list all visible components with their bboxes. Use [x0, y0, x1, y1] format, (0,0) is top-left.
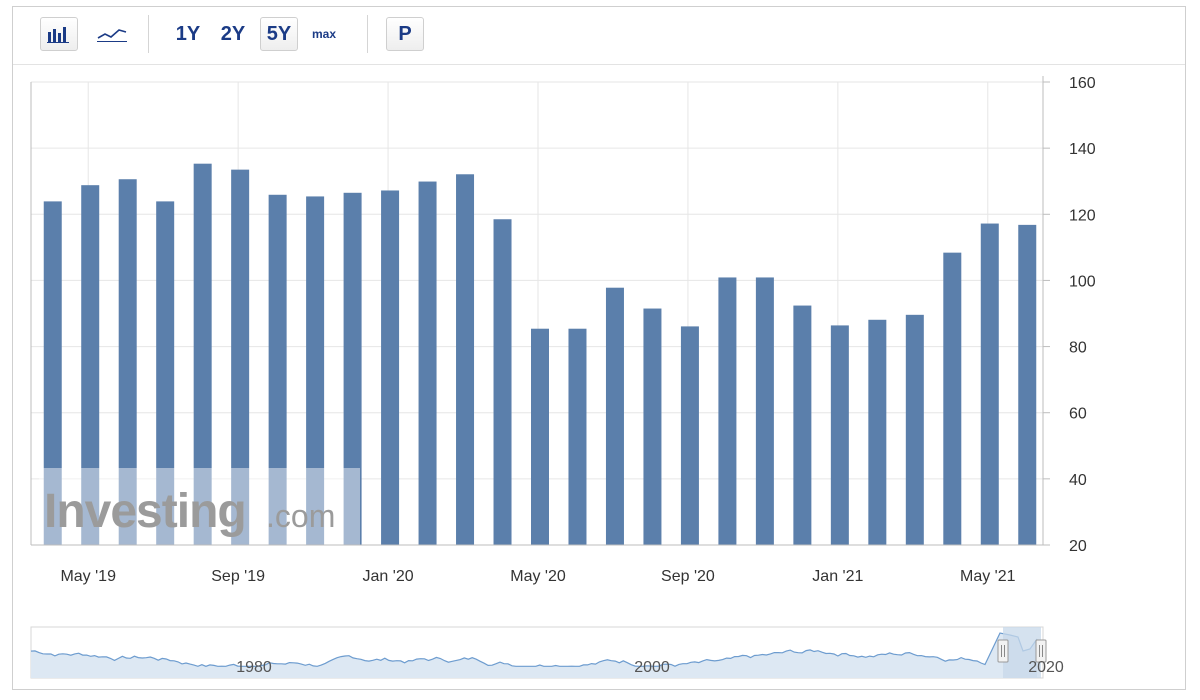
- range-max-button[interactable]: max: [311, 27, 337, 41]
- line-chart-icon: [97, 29, 127, 42]
- bar[interactable]: [306, 196, 325, 546]
- navigator[interactable]: 1980 2000 2020: [30, 626, 1064, 679]
- bar[interactable]: [268, 194, 287, 546]
- navigator-label: 2000: [634, 659, 670, 676]
- y-tick-label: 120: [1069, 207, 1096, 224]
- bar[interactable]: [1018, 224, 1037, 545]
- investing-watermark: Investing .com: [44, 485, 335, 538]
- bar[interactable]: [830, 325, 849, 545]
- y-tick-label: 60: [1069, 406, 1087, 423]
- x-tick-label: Jan '21: [812, 568, 863, 585]
- watermark-text: Investing: [44, 485, 246, 538]
- navigator-selection[interactable]: [1003, 627, 1041, 678]
- x-tick-label: Jan '20: [363, 568, 414, 585]
- x-tick-label: May '19: [60, 568, 116, 585]
- bar[interactable]: [118, 179, 137, 546]
- chart-toolbar: 1Y 2Y 5Y max P: [13, 7, 1185, 65]
- bar[interactable]: [980, 223, 999, 545]
- bar-chart-icon: [47, 27, 69, 43]
- bar[interactable]: [231, 169, 250, 545]
- range-1y-button[interactable]: 1Y: [175, 22, 201, 45]
- bar[interactable]: [81, 185, 100, 545]
- x-tick-label: Sep '20: [661, 568, 715, 585]
- bar[interactable]: [868, 319, 887, 545]
- bar[interactable]: [680, 326, 699, 545]
- bar[interactable]: [943, 252, 962, 546]
- y-tick-label: 100: [1069, 273, 1096, 290]
- navigator-area: [31, 633, 1037, 678]
- navigator-handle[interactable]: [997, 639, 1009, 663]
- y-tick-label: 160: [1069, 75, 1096, 92]
- bar-chart-button[interactable]: [40, 17, 78, 51]
- bar[interactable]: [718, 277, 737, 545]
- bar[interactable]: [493, 219, 512, 545]
- bar[interactable]: [531, 328, 549, 545]
- bar[interactable]: [343, 192, 362, 545]
- navigator-handle[interactable]: [1035, 639, 1047, 663]
- bar[interactable]: [193, 163, 212, 545]
- line-chart-button[interactable]: [93, 17, 131, 51]
- y-tick-label: 80: [1069, 340, 1087, 357]
- range-2y-button[interactable]: 2Y: [220, 22, 246, 45]
- bar[interactable]: [605, 287, 624, 545]
- y-tick-label: 140: [1069, 141, 1096, 158]
- x-tick-label: May '20: [510, 568, 566, 585]
- y-tick-label: 20: [1069, 538, 1087, 555]
- bar[interactable]: [381, 190, 400, 545]
- bar[interactable]: [43, 201, 62, 545]
- x-tick-label: May '21: [960, 568, 1016, 585]
- watermark-overlay: [39, 468, 360, 545]
- navigator-series: [30, 632, 1038, 667]
- toolbar-separator: [367, 15, 368, 53]
- navigator-label: 2020: [1028, 659, 1064, 676]
- x-tick-label: Sep '19: [211, 568, 265, 585]
- bar[interactable]: [156, 201, 175, 545]
- bar[interactable]: [793, 305, 812, 545]
- bar[interactable]: [456, 174, 475, 545]
- range-5y-button[interactable]: 5Y: [260, 17, 298, 51]
- p-button[interactable]: P: [386, 17, 424, 51]
- bar[interactable]: [418, 181, 437, 546]
- bar[interactable]: [643, 308, 662, 545]
- bar[interactable]: [755, 277, 774, 545]
- navigator-label: 1980: [236, 659, 272, 676]
- bar[interactable]: [905, 314, 924, 545]
- toolbar-separator: [148, 15, 149, 53]
- y-tick-label: 40: [1069, 472, 1087, 489]
- watermark-suffix: .com: [266, 498, 335, 534]
- bar[interactable]: [568, 328, 587, 545]
